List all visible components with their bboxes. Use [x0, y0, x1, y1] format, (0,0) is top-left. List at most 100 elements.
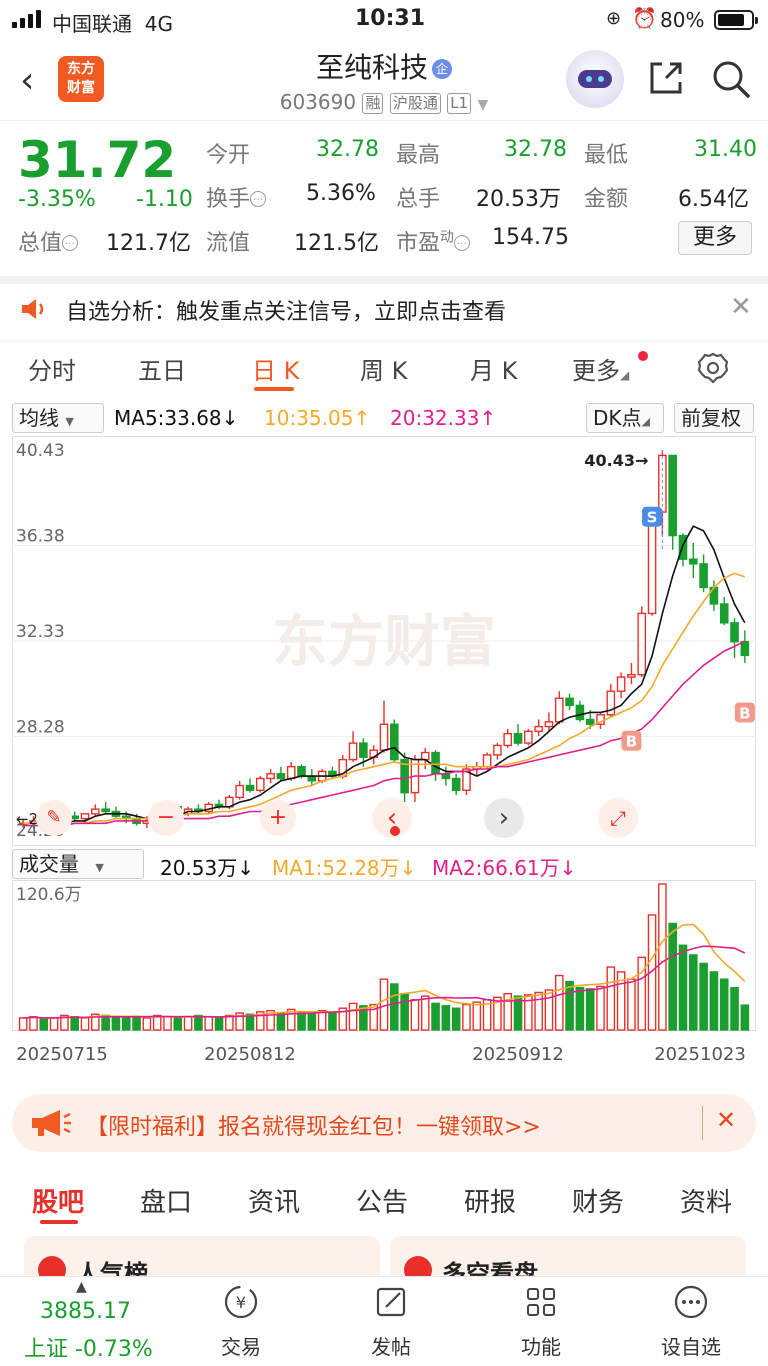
stock-code-line[interactable]: 603690 融 沪股通 L1 ▼: [279, 90, 489, 114]
volume-bar: [173, 1017, 183, 1031]
volume-bar: [462, 1003, 471, 1031]
more-button[interactable]: 更多: [678, 221, 752, 255]
zoom-out-icon[interactable]: −: [148, 800, 184, 836]
zoom-in-icon[interactable]: +: [260, 800, 296, 836]
analysis-alert[interactable]: 自选分析：触发重点关注信号，立即点击查看 ✕: [0, 276, 768, 332]
tab-monthly-k[interactable]: 月 K: [470, 357, 518, 385]
tab-five-day[interactable]: 五日: [138, 357, 186, 385]
open-label: 今开: [206, 143, 251, 168]
tab-guba[interactable]: 股吧: [32, 1188, 85, 1218]
next-icon[interactable]: ›: [484, 798, 524, 838]
volume-label: 总手: [396, 187, 441, 212]
post-icon[interactable]: [336, 1283, 446, 1328]
carrier-label: 中国联通 4G: [52, 12, 173, 36]
tab-finance[interactable]: 财务: [572, 1188, 625, 1218]
y-tick-label: 28.28: [16, 718, 65, 738]
volume-select[interactable]: 成交量 ▼: [12, 849, 144, 879]
fullscreen-icon[interactable]: ⤢: [598, 798, 638, 838]
dk-point-toggle[interactable]: DK点◢: [586, 403, 664, 433]
candle-body: [482, 754, 492, 768]
volume-bar: [163, 1015, 172, 1031]
volume-bar: [678, 944, 688, 1031]
candle-body: [70, 815, 80, 820]
volume-bar: [575, 986, 585, 1031]
mktcap-label[interactable]: 总值…: [18, 225, 79, 257]
candle-body: [235, 784, 244, 799]
index-value[interactable]: 3885.17: [40, 1299, 131, 1324]
adjust-select[interactable]: 前复权: [674, 403, 754, 433]
close-icon[interactable]: ✕: [730, 292, 752, 322]
candle-body: [740, 641, 750, 657]
tab-weekly-k[interactable]: 周 K: [360, 357, 408, 385]
stock-header: ‹ 东方 财富 至纯科技企 603690 融 沪股通 L1 ▼: [0, 40, 768, 120]
function-grid-icon[interactable]: [486, 1283, 596, 1328]
high-value: 32.78: [504, 137, 567, 162]
candle-body: [688, 558, 698, 565]
tab-profile[interactable]: 资料: [680, 1188, 733, 1218]
candle-body: [276, 773, 286, 780]
candle-body: [297, 765, 306, 777]
mktcap-value: 121.7亿: [106, 231, 191, 256]
share-icon[interactable]: [646, 58, 686, 98]
assistant-robot-icon[interactable]: [566, 50, 624, 108]
candle-body: [420, 751, 430, 761]
tab-more[interactable]: 更多◢: [572, 357, 630, 385]
alert-text: 自选分析：触发重点关注信号，立即点击查看: [66, 300, 507, 325]
volume-bar: [410, 999, 420, 1031]
volume-legend: 20.53万↓: [160, 856, 255, 880]
clock: 10:31: [355, 6, 426, 31]
volume-bar: [719, 978, 729, 1031]
nav-function[interactable]: 功能: [521, 1335, 561, 1359]
nav-trade[interactable]: 交易: [221, 1335, 261, 1359]
candle-body: [616, 676, 626, 692]
nav-post[interactable]: 发帖: [371, 1335, 411, 1359]
back-icon[interactable]: ‹: [20, 60, 35, 101]
volume-bar: [142, 1017, 152, 1031]
ma5-legend: MA5:33.68↓: [114, 406, 239, 430]
volume-bar: [637, 956, 647, 1031]
trade-icon[interactable]: ¥: [186, 1283, 296, 1328]
volume-bar: [91, 1013, 100, 1031]
volume-bar: [709, 971, 719, 1031]
ma-select[interactable]: 均线 ▼: [12, 403, 104, 433]
tab-research[interactable]: 研报: [464, 1188, 517, 1218]
pe-label[interactable]: 市盈动…: [396, 225, 471, 257]
nav-add-watchlist[interactable]: 设自选: [661, 1335, 721, 1359]
new-dot-badge: [638, 351, 648, 361]
tab-announce[interactable]: 公告: [356, 1188, 409, 1218]
tab-intraday[interactable]: 分时: [28, 357, 76, 385]
candle-body: [730, 622, 739, 643]
draw-line-icon[interactable]: ✎: [36, 800, 72, 836]
volume-bar: [513, 995, 523, 1031]
enterprise-badge: 企: [432, 59, 452, 79]
more-dots-icon[interactable]: [636, 1283, 746, 1328]
tab-news[interactable]: 资讯: [248, 1188, 301, 1218]
index-name[interactable]: 上证 -0.73%: [24, 1337, 153, 1362]
candle-body: [390, 723, 399, 761]
signal-icon: [12, 10, 46, 28]
search-icon[interactable]: [710, 58, 752, 100]
stock-title: 至纯科技企: [0, 46, 768, 86]
turnover-label[interactable]: 换手…: [206, 181, 267, 213]
promo-banner[interactable]: 【限时福利】报名就得现金红包！一键领取>> ✕: [12, 1094, 756, 1152]
candle-body: [575, 704, 585, 721]
volume-max-label: 120.6万: [16, 885, 82, 905]
low-label: 最低: [584, 143, 629, 168]
volume-bar: [225, 1014, 234, 1031]
y-tick-label: 40.43: [16, 441, 65, 461]
volume-bar: [317, 1009, 327, 1031]
candle-body: [544, 721, 554, 728]
tab-daily-k[interactable]: 日 K: [252, 357, 300, 385]
y-tick-label: 36.38: [16, 527, 65, 547]
close-icon[interactable]: ✕: [716, 1106, 737, 1134]
ma-line-ma10: [23, 572, 746, 825]
volume-chart[interactable]: 120.6万 20250715 20250812 20250912 20251023: [12, 880, 756, 1076]
margin-tag: 融: [362, 93, 384, 114]
gear-icon[interactable]: [696, 351, 730, 385]
volume-bar: [286, 1008, 296, 1031]
volume-bar: [688, 954, 698, 1031]
volume-bar: [359, 1005, 368, 1031]
buy-signal: [734, 702, 755, 723]
tab-pankou[interactable]: 盘口: [140, 1188, 193, 1218]
